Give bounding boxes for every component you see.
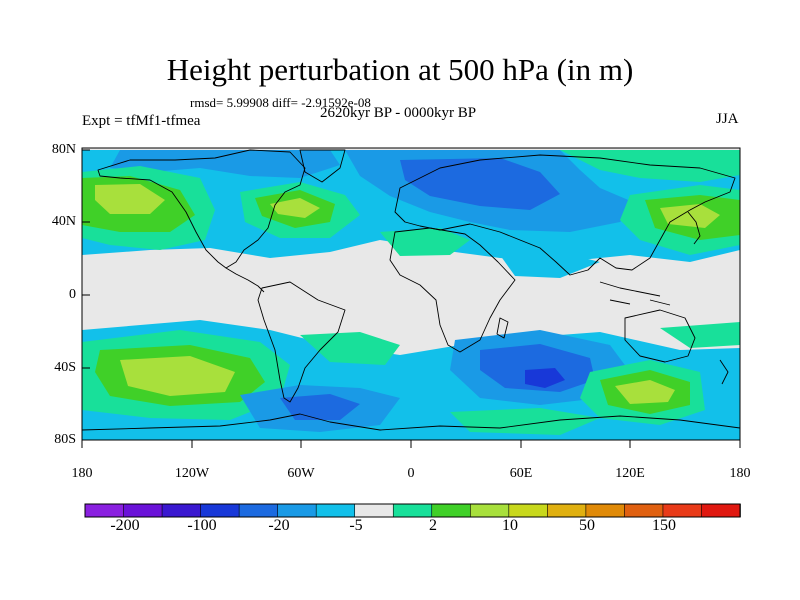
- contour-eurasia-core: [400, 158, 560, 210]
- contour-north-atlantic-cyan: [110, 150, 340, 178]
- colorbar: [84, 503, 741, 518]
- colorbar-swatch: [662, 503, 703, 518]
- colorbar-swatch: [624, 503, 664, 518]
- colorbar-swatch: [84, 503, 125, 518]
- contour-indian-ocean-mid: [480, 344, 595, 392]
- colorbar-label: -5: [349, 517, 363, 534]
- lon-label-120w: 120W: [174, 466, 210, 481]
- coastline-maritime-continent: [599, 281, 671, 306]
- coastline-australia: [624, 309, 696, 363]
- colorbar-swatch: [238, 503, 279, 518]
- contour-westpacific-green: [660, 322, 740, 348]
- contour-australia-south-core: [615, 380, 675, 404]
- coastline-greenland: [299, 149, 346, 183]
- colorbar-swatch: [469, 503, 510, 518]
- lat-label-40s: 40S: [54, 360, 76, 375]
- contour-labrador-positive-core: [270, 198, 320, 218]
- coastline-north-america: [97, 149, 306, 269]
- colorbar-swatch: [277, 503, 317, 518]
- colorbar-swatch: [161, 503, 202, 518]
- contour-south-atlantic-core: [280, 394, 360, 420]
- colorbar-swatch: [392, 503, 433, 518]
- lon-label-180w: 180: [71, 466, 93, 481]
- colorbar-label: -200: [110, 517, 140, 534]
- colorbar-label: 50: [579, 517, 595, 534]
- contour-japan-positive-core: [660, 204, 720, 228]
- contour-fields: [82, 150, 740, 440]
- colorbar-label: 2: [429, 517, 437, 534]
- colorbar-swatch: [200, 503, 240, 518]
- coastline-central-america: [225, 267, 265, 293]
- colorbar-label: -100: [187, 517, 217, 534]
- coastline-eurasia: [394, 154, 736, 276]
- page-title: Height perturbation at 500 hPa (in m): [166, 52, 634, 87]
- coastline-antarctica: [82, 413, 740, 431]
- lon-label-120e: 120E: [615, 466, 645, 481]
- colorbar-label: -20: [268, 517, 290, 534]
- lon-label-180e: 180: [729, 466, 751, 481]
- colorbar-swatch: [508, 503, 549, 518]
- lat-label-80s: 80S: [54, 432, 76, 447]
- coastline-africa: [389, 227, 516, 353]
- stats-line: rmsd= 5.99908 diff= -2.91592e-08: [190, 95, 371, 110]
- lat-label-80n: 80N: [51, 142, 76, 157]
- contour-pacific-positive-core: [95, 184, 165, 214]
- period-label: 2620kyr BP - 0000kyr BP: [320, 105, 477, 121]
- coastline-japan: [687, 211, 701, 245]
- colorbar-swatch: [547, 503, 587, 518]
- contour-atlantic-tropical-green: [380, 228, 470, 256]
- coastline-new-zealand: [719, 359, 729, 385]
- contour-indian-ocean-core: [525, 368, 565, 388]
- lon-label-60w: 60W: [287, 466, 315, 481]
- colorbar-label: 150: [652, 517, 676, 534]
- season-label: JJA: [716, 111, 739, 127]
- contour-south-pacific-core: [120, 356, 235, 396]
- coastline-madagascar: [496, 317, 509, 339]
- lat-label-0: 0: [69, 287, 76, 302]
- colorbar-swatch: [701, 503, 741, 518]
- colorbar-frame: [84, 503, 741, 518]
- colorbar-swatch: [585, 503, 626, 518]
- experiment-label: Expt = tfMf1-tfmea: [82, 113, 201, 129]
- contour-antarctic-green: [450, 408, 600, 435]
- colorbar-swatch: [354, 503, 395, 518]
- lon-label-0: 0: [407, 466, 415, 481]
- contour-south-america-green: [300, 332, 400, 365]
- lat-label-40n: 40N: [51, 214, 76, 229]
- colorbar-swatch: [431, 503, 472, 518]
- contour-arctic-green: [560, 150, 740, 182]
- contour-asia-tropical-cyan: [500, 252, 600, 278]
- lon-label-60e: 60E: [509, 466, 533, 481]
- coastlines: [82, 149, 740, 431]
- axis-ticks: [81, 149, 741, 448]
- colorbar-label: 10: [502, 517, 518, 534]
- colorbar-swatch: [123, 503, 163, 518]
- colorbar-swatch: [315, 503, 356, 518]
- coastline-south-america: [257, 281, 346, 403]
